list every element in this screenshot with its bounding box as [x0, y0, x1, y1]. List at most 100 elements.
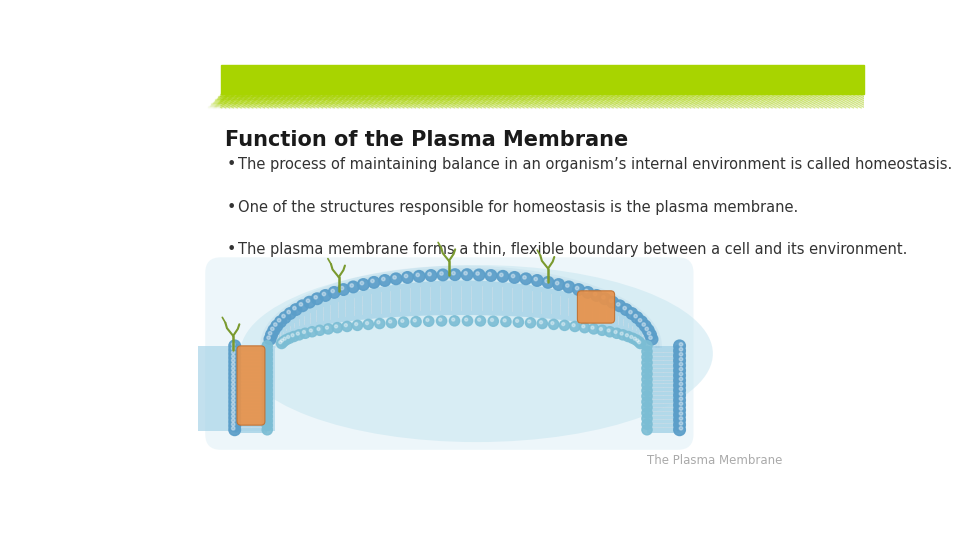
- Bar: [605, 96, 612, 97]
- Bar: [487, 101, 495, 102]
- Circle shape: [634, 337, 636, 340]
- FancyBboxPatch shape: [205, 257, 693, 450]
- Bar: [257, 95, 266, 96]
- Bar: [393, 94, 400, 95]
- Bar: [903, 97, 912, 98]
- Bar: [700, 97, 708, 98]
- Bar: [478, 99, 486, 100]
- Bar: [524, 102, 532, 103]
- Bar: [831, 100, 839, 101]
- Bar: [503, 101, 512, 102]
- Bar: [373, 102, 382, 103]
- Bar: [908, 98, 917, 99]
- Bar: [348, 100, 356, 101]
- Bar: [536, 101, 543, 102]
- Bar: [328, 104, 337, 105]
- Bar: [326, 106, 334, 107]
- Bar: [254, 98, 262, 99]
- Bar: [881, 103, 890, 104]
- Bar: [880, 99, 888, 100]
- Bar: [354, 100, 362, 101]
- Bar: [696, 101, 705, 102]
- Bar: [388, 104, 396, 105]
- Bar: [931, 96, 940, 97]
- Bar: [612, 100, 619, 101]
- Bar: [678, 98, 685, 99]
- Bar: [214, 106, 222, 107]
- Bar: [684, 102, 693, 103]
- Bar: [397, 99, 406, 100]
- Bar: [756, 94, 765, 95]
- Bar: [692, 105, 701, 106]
- Bar: [895, 101, 902, 102]
- Bar: [605, 106, 613, 107]
- Bar: [516, 94, 523, 95]
- Bar: [332, 100, 341, 101]
- Bar: [813, 96, 822, 97]
- Bar: [876, 104, 883, 105]
- Bar: [658, 107, 666, 108]
- Bar: [371, 94, 379, 95]
- Bar: [640, 103, 648, 104]
- Bar: [297, 104, 304, 105]
- Bar: [765, 107, 773, 108]
- Bar: [707, 102, 714, 103]
- Bar: [722, 107, 731, 108]
- Bar: [772, 95, 780, 96]
- Bar: [717, 107, 725, 108]
- Circle shape: [620, 304, 632, 315]
- Bar: [786, 96, 795, 97]
- Bar: [883, 96, 891, 97]
- Bar: [500, 104, 508, 105]
- Bar: [607, 105, 614, 106]
- Bar: [472, 105, 481, 106]
- Bar: [580, 99, 588, 100]
- Circle shape: [228, 380, 241, 392]
- Bar: [444, 106, 452, 107]
- Bar: [579, 95, 588, 96]
- Bar: [237, 94, 245, 95]
- Bar: [915, 107, 924, 108]
- Bar: [816, 99, 824, 100]
- Bar: [469, 97, 478, 98]
- Bar: [859, 104, 867, 105]
- Circle shape: [607, 296, 618, 308]
- Bar: [237, 104, 246, 105]
- Circle shape: [520, 273, 532, 285]
- Bar: [373, 96, 382, 97]
- Bar: [707, 107, 714, 108]
- Circle shape: [523, 275, 526, 279]
- Bar: [769, 103, 777, 104]
- Bar: [705, 98, 712, 99]
- Bar: [638, 105, 647, 106]
- Circle shape: [228, 396, 241, 408]
- Circle shape: [636, 339, 639, 342]
- Bar: [344, 105, 352, 106]
- Bar: [821, 105, 829, 106]
- Bar: [438, 107, 446, 108]
- Bar: [529, 107, 538, 108]
- Bar: [445, 95, 453, 96]
- Bar: [800, 105, 807, 106]
- Bar: [938, 95, 947, 96]
- Bar: [396, 95, 405, 96]
- Bar: [840, 107, 848, 108]
- Bar: [241, 106, 249, 107]
- Bar: [938, 100, 947, 101]
- Bar: [282, 97, 290, 98]
- Bar: [832, 104, 841, 105]
- Bar: [454, 107, 462, 108]
- Bar: [460, 107, 468, 108]
- Bar: [522, 98, 531, 99]
- Bar: [215, 105, 224, 106]
- Bar: [660, 100, 667, 101]
- Bar: [796, 103, 804, 104]
- Bar: [450, 100, 459, 101]
- Bar: [287, 97, 296, 98]
- Bar: [714, 104, 723, 105]
- Bar: [897, 104, 905, 105]
- Bar: [751, 95, 758, 96]
- Bar: [709, 104, 717, 105]
- Circle shape: [262, 420, 273, 430]
- Bar: [556, 96, 564, 97]
